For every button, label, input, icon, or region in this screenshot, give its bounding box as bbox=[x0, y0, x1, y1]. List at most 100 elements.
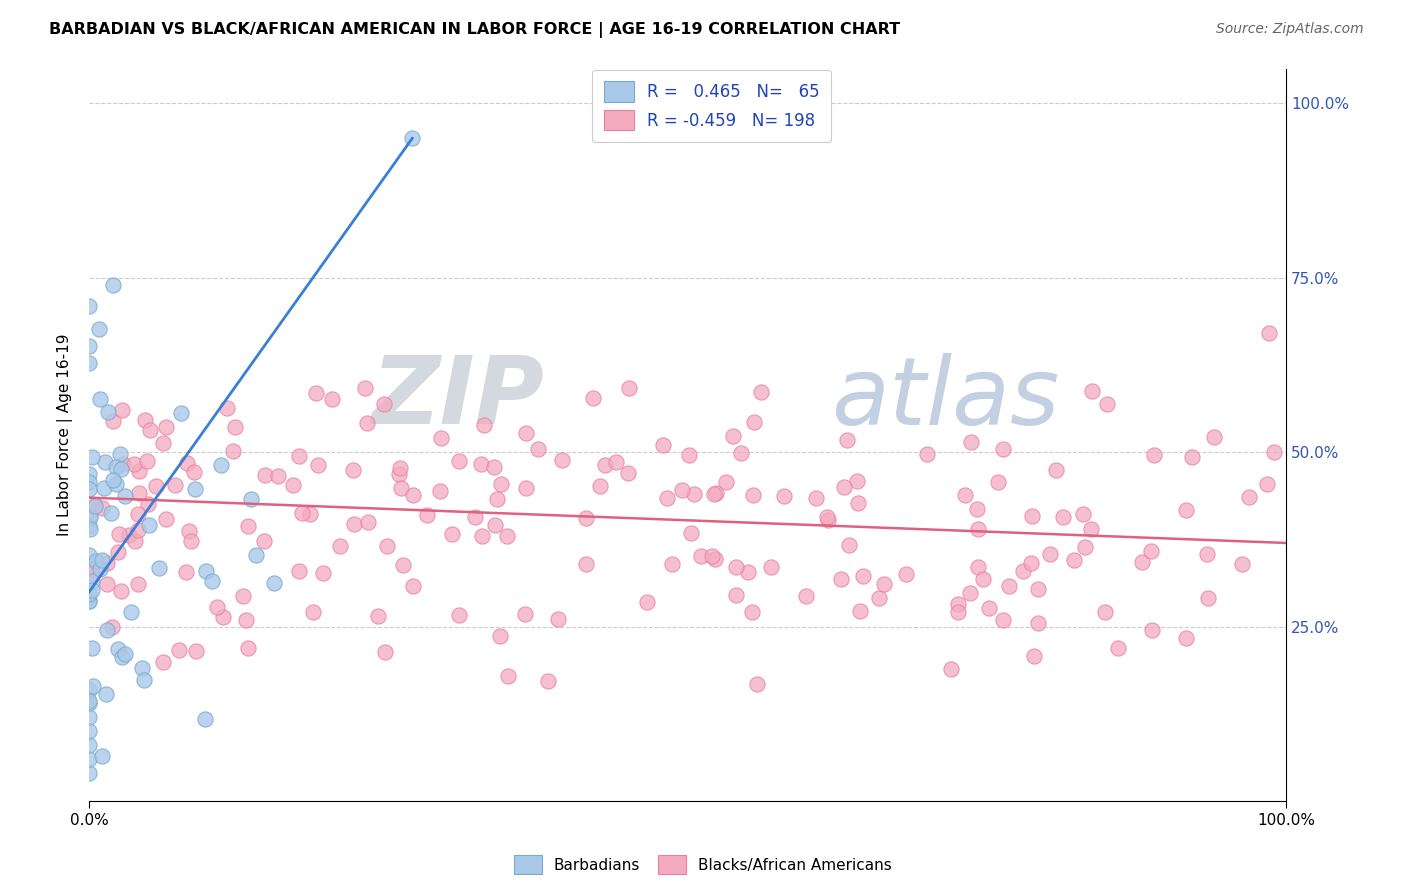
Point bbox=[114, 489, 136, 503]
Point bbox=[354, 381, 377, 395]
Point bbox=[489, 477, 512, 491]
Point bbox=[960, 434, 983, 449]
Point bbox=[741, 605, 763, 619]
Point bbox=[77, 482, 100, 496]
Point bbox=[80, 566, 103, 581]
Point bbox=[388, 467, 411, 481]
Point bbox=[212, 610, 235, 624]
Point bbox=[997, 579, 1019, 593]
Point bbox=[1257, 326, 1279, 340]
Point bbox=[1140, 624, 1163, 638]
Point bbox=[794, 589, 817, 603]
Point bbox=[1045, 463, 1067, 477]
Point bbox=[132, 673, 155, 687]
Point bbox=[915, 447, 938, 461]
Point bbox=[441, 527, 464, 541]
Point bbox=[236, 641, 259, 656]
Point bbox=[547, 612, 569, 626]
Point bbox=[749, 385, 772, 400]
Point bbox=[402, 488, 425, 502]
Point bbox=[1197, 591, 1219, 605]
Point bbox=[605, 455, 627, 469]
Point bbox=[77, 594, 100, 608]
Point bbox=[108, 447, 131, 461]
Point bbox=[288, 449, 311, 463]
Point bbox=[551, 453, 574, 467]
Point bbox=[772, 489, 794, 503]
Point bbox=[730, 446, 752, 460]
Point bbox=[993, 442, 1015, 457]
Text: Source: ZipAtlas.com: Source: ZipAtlas.com bbox=[1216, 22, 1364, 37]
Point bbox=[966, 501, 988, 516]
Point bbox=[1039, 548, 1062, 562]
Point bbox=[104, 477, 127, 491]
Point bbox=[872, 577, 894, 591]
Point bbox=[725, 560, 748, 574]
Point bbox=[305, 385, 328, 400]
Point bbox=[495, 529, 517, 543]
Point bbox=[489, 629, 512, 643]
Point bbox=[77, 693, 100, 707]
Point bbox=[232, 589, 254, 603]
Point bbox=[815, 510, 838, 524]
Point bbox=[77, 683, 100, 698]
Point bbox=[852, 569, 875, 583]
Point bbox=[83, 498, 105, 512]
Point bbox=[389, 461, 412, 475]
Point bbox=[84, 553, 107, 567]
Point bbox=[111, 402, 134, 417]
Point bbox=[152, 436, 174, 450]
Point bbox=[122, 457, 145, 471]
Point bbox=[1140, 543, 1163, 558]
Point bbox=[1107, 640, 1129, 655]
Point bbox=[389, 481, 412, 495]
Point bbox=[209, 458, 232, 472]
Point bbox=[96, 687, 118, 701]
Point bbox=[484, 517, 506, 532]
Point bbox=[1021, 556, 1043, 570]
Point bbox=[1130, 555, 1153, 569]
Text: ZIP: ZIP bbox=[371, 352, 544, 444]
Point bbox=[96, 623, 118, 637]
Point bbox=[80, 574, 103, 589]
Point bbox=[979, 601, 1001, 615]
Point bbox=[896, 567, 918, 582]
Point bbox=[96, 577, 118, 591]
Point bbox=[714, 475, 737, 490]
Point bbox=[148, 560, 170, 574]
Point bbox=[167, 642, 190, 657]
Point bbox=[87, 321, 110, 335]
Point bbox=[537, 673, 560, 688]
Point bbox=[959, 585, 981, 599]
Point bbox=[291, 506, 314, 520]
Point bbox=[118, 528, 141, 542]
Point bbox=[1063, 553, 1085, 567]
Point bbox=[79, 522, 101, 536]
Point bbox=[464, 509, 486, 524]
Point bbox=[93, 455, 115, 469]
Point bbox=[1011, 564, 1033, 578]
Point bbox=[415, 508, 437, 522]
Point bbox=[967, 560, 990, 574]
Point bbox=[79, 509, 101, 524]
Point bbox=[100, 620, 122, 634]
Point bbox=[80, 583, 103, 598]
Point bbox=[1202, 430, 1225, 444]
Point bbox=[1175, 631, 1198, 645]
Point bbox=[110, 462, 132, 476]
Point bbox=[201, 574, 224, 588]
Point bbox=[1094, 605, 1116, 619]
Legend: R =   0.465   N=   65, R = -0.459   N= 198: R = 0.465 N= 65, R = -0.459 N= 198 bbox=[592, 70, 831, 142]
Point bbox=[77, 587, 100, 601]
Point bbox=[82, 450, 104, 465]
Point bbox=[392, 558, 415, 572]
Point bbox=[240, 492, 263, 507]
Point bbox=[77, 766, 100, 780]
Point bbox=[1263, 445, 1285, 459]
Point bbox=[373, 397, 395, 411]
Point bbox=[721, 429, 744, 443]
Point bbox=[245, 548, 267, 562]
Point bbox=[186, 644, 208, 658]
Point bbox=[401, 131, 423, 145]
Point bbox=[849, 604, 872, 618]
